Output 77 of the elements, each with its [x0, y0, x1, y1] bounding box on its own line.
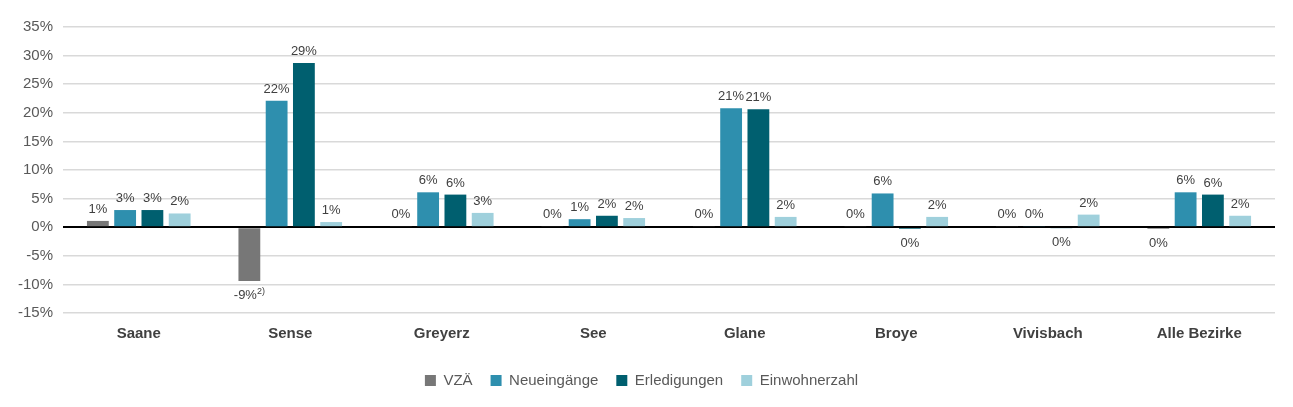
bar [141, 210, 164, 227]
y-tick-label: 20% [22, 102, 54, 120]
x-tick-label: Broye [874, 324, 918, 342]
bar [720, 108, 743, 227]
legend-label: VZÄ [443, 370, 473, 388]
bar [168, 213, 191, 227]
y-tick-label: 10% [22, 160, 54, 178]
data-label: 0% [542, 206, 563, 222]
data-label: 21% [718, 88, 745, 104]
data-label: 3% [143, 190, 163, 206]
data-label: 2% [624, 198, 644, 214]
x-tick-label: Sense [268, 324, 313, 342]
y-tick-label: 30% [22, 45, 54, 63]
y-tick-label: 35% [22, 17, 54, 35]
data-label: 1% [570, 199, 590, 215]
y-tick-label: 5% [31, 188, 54, 206]
bar [471, 212, 494, 227]
bar [623, 218, 646, 227]
data-label: 6% [1203, 174, 1223, 190]
bar [1077, 214, 1100, 227]
data-label: 0% [997, 206, 1017, 222]
x-tick-label: Vivisbach [1012, 324, 1083, 342]
data-label: 21% [745, 89, 772, 105]
bar [1174, 192, 1197, 227]
legend-label: Neueingänge [509, 370, 599, 388]
data-label: 0% [900, 234, 920, 250]
data-label: 3% [473, 192, 493, 208]
data-label: 29% [290, 43, 318, 59]
bar [444, 194, 467, 227]
y-tick-label: 0% [31, 217, 54, 235]
legend-label: Erledigungen [634, 370, 724, 388]
y-tick-label: 25% [22, 74, 54, 92]
y-tick-label: -10% [17, 274, 54, 292]
x-tick-label: See [579, 324, 607, 342]
bar [1229, 215, 1252, 227]
data-label: 0% [845, 206, 866, 222]
bar [238, 228, 261, 281]
data-label: 2% [1079, 194, 1099, 210]
bar [747, 109, 770, 227]
bar [568, 219, 591, 227]
bar [595, 215, 618, 227]
bar [926, 216, 949, 227]
bar [114, 210, 137, 227]
data-label: 1% [321, 202, 341, 218]
bar [774, 216, 797, 227]
data-label: 0% [1024, 206, 1044, 222]
data-label: 2% [170, 193, 190, 209]
bar [265, 100, 288, 227]
data-label: 6% [446, 174, 466, 190]
data-label: 0% [391, 206, 411, 222]
bar [320, 222, 343, 227]
bar [86, 220, 109, 227]
bar [292, 63, 315, 227]
data-label: 2% [1230, 195, 1250, 211]
data-label: 3% [115, 190, 135, 206]
bar [417, 192, 440, 227]
data-label: 0% [1148, 234, 1169, 250]
x-tick-label: Saane [116, 324, 161, 342]
data-label: 22% [263, 80, 291, 96]
data-label: 2% [597, 195, 617, 211]
data-label: 6% [1176, 172, 1196, 188]
y-tick-label: -15% [17, 303, 54, 321]
bar [871, 193, 894, 227]
data-label: 0% [1051, 234, 1072, 250]
x-tick-label: Glane [723, 324, 766, 342]
y-tick-label: -5% [26, 245, 54, 263]
data-label: 6% [873, 173, 893, 189]
x-tick-label: Alle Bezirke [1156, 324, 1242, 342]
data-label: 2% [927, 196, 947, 212]
bar [1201, 194, 1224, 227]
y-tick-label: 15% [22, 131, 54, 149]
data-label: 6% [418, 172, 438, 188]
data-label: 2% [776, 196, 796, 212]
data-label: 1% [88, 200, 108, 216]
x-tick-label: Greyerz [413, 324, 470, 342]
data-label: 0% [694, 206, 714, 222]
legend-label: Einwohnerzahl [759, 370, 859, 388]
